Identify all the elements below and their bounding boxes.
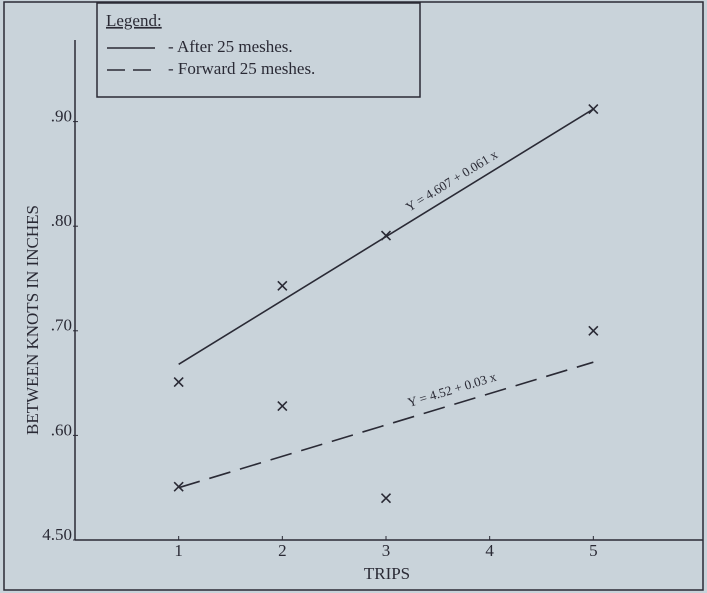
legend-box <box>96 2 421 98</box>
x-tick-label: 4 <box>485 541 494 560</box>
y-tick-label: .80 <box>51 211 72 230</box>
y-axis-label: BETWEEN KNOTS IN INCHES <box>23 205 42 435</box>
y-tick-label: .90 <box>51 107 72 126</box>
y-tick-label: .60 <box>51 420 72 439</box>
legend-label: - After 25 meshes. <box>168 37 293 56</box>
x-marker <box>173 481 184 492</box>
x-tick-label: 2 <box>278 541 287 560</box>
y-tick-label: .70 <box>51 316 72 335</box>
legend-label: - Forward 25 meshes. <box>168 59 315 78</box>
legend-title: Legend: <box>106 11 162 30</box>
fit-line <box>178 361 594 489</box>
x-marker <box>588 325 599 336</box>
x-marker <box>277 280 288 291</box>
x-tick-label: 1 <box>174 541 183 560</box>
x-tick-label: 3 <box>382 541 391 560</box>
x-tick-label: 5 <box>589 541 598 560</box>
x-marker <box>173 376 184 388</box>
fit-line <box>178 108 594 365</box>
x-marker <box>380 493 392 504</box>
x-marker <box>277 401 288 412</box>
x-axis-label: TRIPS <box>364 564 410 583</box>
frame <box>3 1 704 591</box>
y-tick-label: 4.50 <box>42 525 72 544</box>
